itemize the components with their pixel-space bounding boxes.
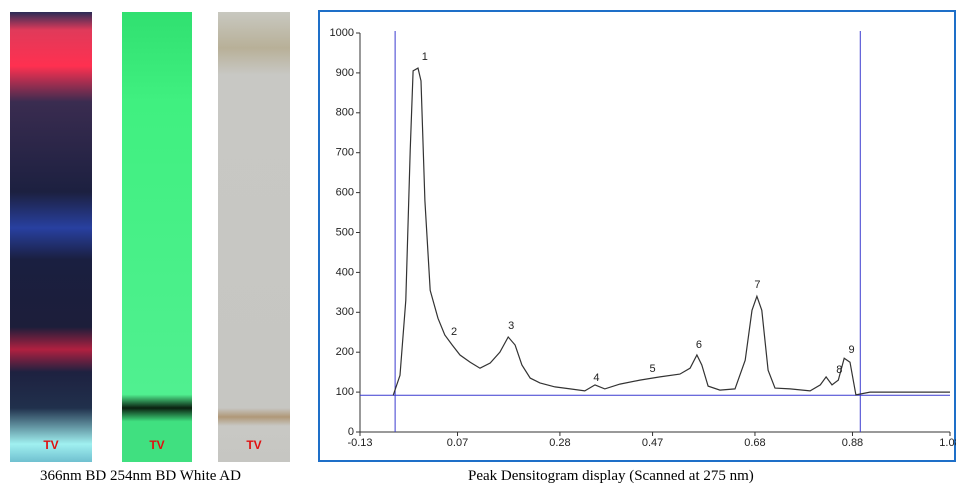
peak-label: 6 [696,339,702,351]
x-tick-label: 0.47 [642,437,663,449]
x-tick-label: 0.07 [447,437,468,449]
y-tick-label: 700 [336,147,354,159]
y-tick-label: 100 [336,386,354,398]
peak-label: 2 [451,326,457,338]
peak-label: 9 [848,344,854,356]
y-tick-label: 1000 [330,27,354,39]
y-tick-label: 800 [336,107,354,119]
plate-label: TV [43,438,59,452]
curve [392,67,950,396]
x-tick-label: -0.13 [347,437,372,449]
y-tick-label: 600 [336,187,354,199]
frame [318,10,956,462]
peak-label: 4 [593,372,599,384]
y-tick-label: 0 [348,426,354,438]
y-tick-label: 400 [336,266,354,278]
plate-label: TV [246,438,262,452]
y-tick-label: 900 [336,67,354,79]
x-tick-label: 0.88 [842,437,863,449]
plate-366: TV [10,12,92,462]
y-tick-label: 300 [336,306,354,318]
x-tick-label: 0.28 [549,437,570,449]
peak-label: 7 [754,279,760,291]
x-tick-label: 0.68 [744,437,765,449]
y-tick-label: 200 [336,346,354,358]
plate-label: TV [149,438,165,452]
peak-label: 8 [836,364,842,376]
caption: 366nm BD 254nm BD White AD [40,468,241,484]
plate-white: TV [218,12,290,462]
y-tick-label: 500 [336,226,354,238]
peak-label: 3 [508,320,514,332]
peak-label: 5 [649,363,655,375]
plate-254: TV [122,12,192,462]
peak-label: 1 [422,51,428,63]
x-tick-label: 1.08 [939,437,956,449]
caption: Peak Densitogram display (Scanned at 275… [468,468,754,484]
